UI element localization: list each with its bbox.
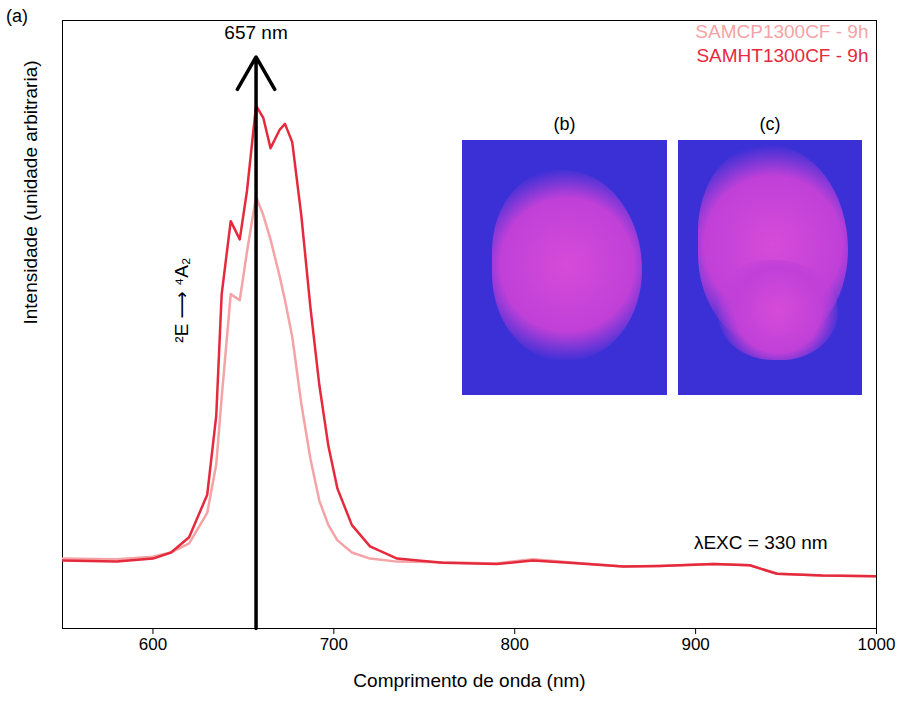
svg-text:700: 700	[320, 635, 348, 654]
svg-text:Comprimento de onda (nm): Comprimento de onda (nm)	[353, 670, 585, 691]
svg-text:Intensidade (unidade arbitrari: Intensidade (unidade arbitraria)	[20, 60, 41, 324]
svg-text:600: 600	[139, 635, 167, 654]
svg-text:²E ⟶ ⁴A₂: ²E ⟶ ⁴A₂	[171, 258, 192, 343]
svg-text:1000: 1000	[858, 635, 896, 654]
html-text:(a): (a)	[6, 6, 28, 26]
svg-text:657 nm: 657 nm	[224, 22, 287, 43]
svg-text:800: 800	[501, 635, 529, 654]
svg-text:SAMHT1300CF - 9h: SAMHT1300CF - 9h	[696, 45, 868, 66]
html-text:(c): (c)	[759, 114, 781, 134]
svg-text:λEXC = 330 nm: λEXC = 330 nm	[694, 532, 828, 553]
svg-text:SAMCP1300CF - 9h: SAMCP1300CF - 9h	[695, 21, 868, 42]
svg-text:900: 900	[681, 635, 709, 654]
html-text:(b): (b)	[553, 114, 576, 134]
